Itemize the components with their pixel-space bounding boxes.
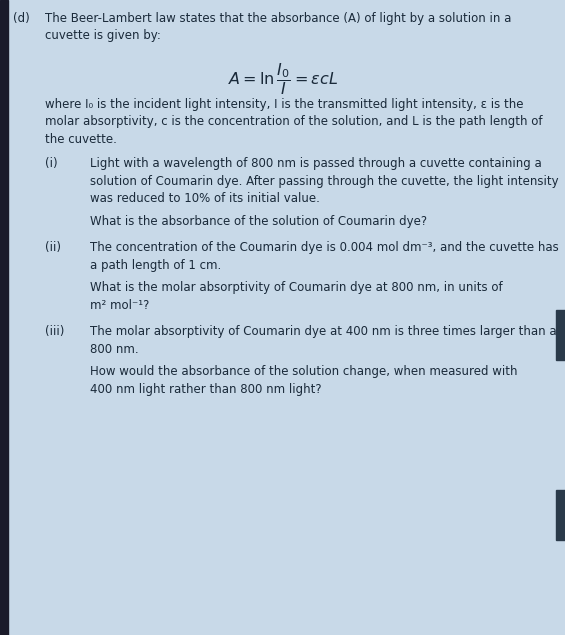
Text: where I₀ is the incident light intensity, I is the transmitted light intensity, : where I₀ is the incident light intensity… <box>45 98 524 110</box>
Text: $A = \ln\dfrac{I_0}{I} = \varepsilon cL$: $A = \ln\dfrac{I_0}{I} = \varepsilon cL$ <box>228 61 338 97</box>
Text: The Beer-Lambert law states that the absorbance (A) of light by a solution in a: The Beer-Lambert law states that the abs… <box>45 12 511 25</box>
Bar <box>556 310 565 360</box>
Text: the cuvette.: the cuvette. <box>45 133 117 146</box>
Text: What is the absorbance of the solution of Coumarin dye?: What is the absorbance of the solution o… <box>90 215 427 228</box>
Text: a path length of 1 cm.: a path length of 1 cm. <box>90 258 221 272</box>
Text: 400 nm light rather than 800 nm light?: 400 nm light rather than 800 nm light? <box>90 383 321 396</box>
Text: 800 nm.: 800 nm. <box>90 343 138 356</box>
Text: (iii): (iii) <box>45 325 64 338</box>
Text: m² mol⁻¹?: m² mol⁻¹? <box>90 299 149 312</box>
Text: Light with a wavelength of 800 nm is passed through a cuvette containing a: Light with a wavelength of 800 nm is pas… <box>90 157 542 170</box>
Text: solution of Coumarin dye. After passing through the cuvette, the light intensity: solution of Coumarin dye. After passing … <box>90 175 559 188</box>
Text: cuvette is given by:: cuvette is given by: <box>45 29 161 43</box>
Text: The concentration of the Coumarin dye is 0.004 mol dm⁻³, and the cuvette has: The concentration of the Coumarin dye is… <box>90 241 559 254</box>
Text: (d): (d) <box>13 12 30 25</box>
Text: molar absorptivity, c is the concentration of the solution, and L is the path le: molar absorptivity, c is the concentrati… <box>45 115 542 128</box>
Bar <box>0 0 8 635</box>
Text: was reduced to 10% of its initial value.: was reduced to 10% of its initial value. <box>90 192 320 205</box>
Text: How would the absorbance of the solution change, when measured with: How would the absorbance of the solution… <box>90 366 518 378</box>
Text: The molar absorptivity of Coumarin dye at 400 nm is three times larger than at: The molar absorptivity of Coumarin dye a… <box>90 325 562 338</box>
Text: What is the molar absorptivity of Coumarin dye at 800 nm, in units of: What is the molar absorptivity of Coumar… <box>90 281 503 295</box>
Bar <box>556 490 565 540</box>
Text: (ii): (ii) <box>45 241 61 254</box>
Text: (i): (i) <box>45 157 58 170</box>
